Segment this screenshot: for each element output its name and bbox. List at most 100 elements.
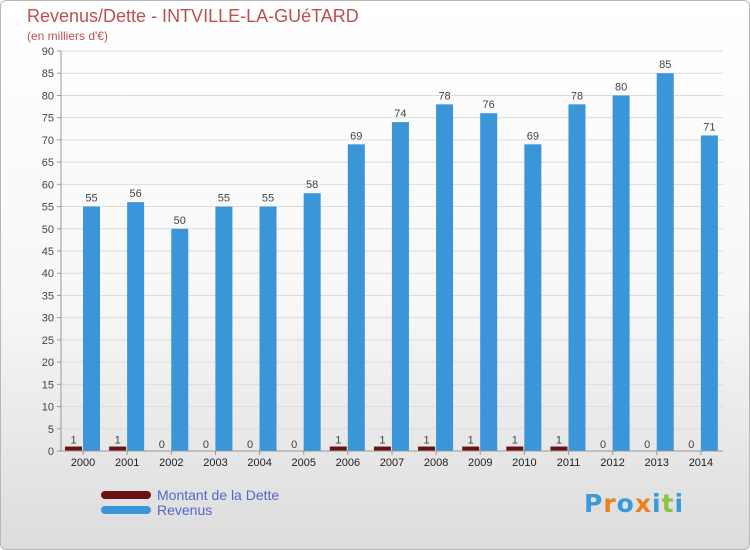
y-tick-label: 40 bbox=[42, 268, 54, 280]
logo-letter: r bbox=[603, 489, 617, 518]
y-tick-label: 70 bbox=[42, 135, 54, 147]
proxiti-logo: Proxiti bbox=[584, 489, 684, 518]
x-tick-label: 2002 bbox=[159, 457, 183, 469]
x-tick-label: 2006 bbox=[336, 457, 360, 469]
bar-revenus bbox=[436, 104, 454, 451]
data-label-revenus: 50 bbox=[174, 215, 186, 227]
data-label-revenus: 69 bbox=[527, 130, 539, 142]
bar-revenus bbox=[612, 95, 630, 451]
bar-dette bbox=[462, 446, 480, 451]
y-tick-label: 80 bbox=[42, 90, 54, 102]
data-label-revenus: 78 bbox=[571, 90, 583, 102]
bar-dette bbox=[418, 446, 436, 451]
x-tick-label: 2008 bbox=[424, 457, 448, 469]
logo-letter: o bbox=[616, 489, 635, 518]
bar-revenus bbox=[83, 206, 100, 451]
y-tick-label: 10 bbox=[42, 402, 54, 414]
bar-dette bbox=[373, 446, 391, 451]
legend-label-dette: Montant de la Dette bbox=[157, 487, 280, 503]
y-tick-label: 60 bbox=[42, 179, 54, 191]
data-label-revenus: 58 bbox=[306, 179, 318, 191]
logo-letter: i bbox=[652, 489, 662, 518]
y-tick-label: 35 bbox=[42, 290, 54, 302]
x-axis: 2000 2001 2002 2003 2004 2005 2006 2007 2008 2009… bbox=[61, 450, 723, 469]
legend-label-revenus: Revenus bbox=[157, 502, 213, 518]
y-tick-label: 15 bbox=[42, 379, 54, 391]
x-tick-label: 2001 bbox=[115, 457, 139, 469]
bar-revenus bbox=[700, 135, 718, 451]
data-label-revenus: 55 bbox=[218, 193, 230, 205]
bar-revenus bbox=[215, 206, 233, 451]
x-tick-label: 2014 bbox=[689, 457, 713, 469]
bar-dette bbox=[65, 446, 82, 451]
y-tick-label: 0 bbox=[48, 446, 54, 458]
y-tick-label: 65 bbox=[42, 157, 54, 169]
data-label-dette: 1 bbox=[379, 435, 385, 447]
logo-letter: i bbox=[674, 489, 685, 518]
data-label-revenus: 56 bbox=[130, 188, 142, 200]
data-label-revenus: 55 bbox=[85, 193, 97, 205]
bar-revenus bbox=[303, 193, 321, 451]
x-tick-label: 2011 bbox=[557, 457, 581, 469]
bar-revenus bbox=[656, 73, 674, 451]
data-label-dette: 1 bbox=[70, 435, 76, 447]
data-label-dette: 0 bbox=[688, 439, 694, 451]
logo-letter: x bbox=[634, 489, 652, 518]
y-tick-label: 55 bbox=[42, 202, 54, 214]
x-tick-label: 2013 bbox=[645, 457, 669, 469]
data-label-dette: 0 bbox=[159, 439, 165, 451]
data-label-dette: 0 bbox=[291, 439, 297, 451]
chart-title: Revenus/Dette - INTVILLE-LA-GUéTARD bbox=[27, 6, 359, 26]
chart-subtitle: (en milliers d'€) bbox=[27, 29, 108, 43]
y-tick-label: 5 bbox=[48, 424, 54, 436]
data-label-dette: 0 bbox=[247, 439, 253, 451]
bar-dette bbox=[506, 446, 524, 451]
bar-revenus bbox=[127, 202, 145, 451]
bar-revenus bbox=[480, 113, 498, 451]
x-tick-label: 2004 bbox=[247, 457, 271, 469]
legend-swatch-dette bbox=[101, 491, 151, 499]
bar-revenus bbox=[259, 206, 277, 451]
y-tick-label: 25 bbox=[42, 335, 54, 347]
data-label-revenus: 78 bbox=[438, 90, 450, 102]
bars: 1 55 1 56 0 50 0 55 0 55 0 58 1 69 1 74 1 78 1 76 1 69 1 78 0 80 0… bbox=[65, 59, 718, 452]
y-tick-label: 75 bbox=[42, 113, 54, 125]
bar-dette bbox=[550, 446, 568, 451]
bar-revenus bbox=[171, 228, 189, 451]
y-tick-label: 90 bbox=[42, 46, 54, 58]
data-label-revenus: 76 bbox=[483, 99, 495, 111]
y-axis: 0 5 10 15 20 25 30 35 40 45 50 55 60 65 70 75 80 85 90 bbox=[42, 46, 62, 458]
data-label-dette: 0 bbox=[203, 439, 209, 451]
data-label-dette: 1 bbox=[424, 435, 430, 447]
data-label-dette: 1 bbox=[512, 435, 518, 447]
logo-letter: t bbox=[661, 489, 675, 518]
data-label-dette: 1 bbox=[468, 435, 474, 447]
bar-revenus bbox=[391, 122, 409, 451]
y-tick-label: 85 bbox=[42, 68, 54, 80]
x-tick-label: 2005 bbox=[291, 457, 315, 469]
x-tick-label: 2003 bbox=[203, 457, 227, 469]
bar-revenus bbox=[347, 144, 365, 452]
x-tick-label: 2007 bbox=[380, 457, 404, 469]
data-label-dette: 1 bbox=[115, 435, 121, 447]
y-tick-label: 50 bbox=[42, 224, 54, 236]
logo-letter: P bbox=[584, 489, 604, 518]
data-label-dette: 1 bbox=[335, 435, 341, 447]
data-label-dette: 0 bbox=[644, 439, 650, 451]
data-label-dette: 1 bbox=[556, 435, 562, 447]
data-label-revenus: 55 bbox=[262, 193, 274, 205]
data-label-revenus: 80 bbox=[615, 81, 627, 93]
x-tick-label: 2012 bbox=[600, 457, 624, 469]
bar-revenus bbox=[568, 104, 586, 451]
bar-revenus bbox=[524, 144, 542, 452]
x-tick-label: 2009 bbox=[468, 457, 492, 469]
x-tick-label: 2010 bbox=[512, 457, 536, 469]
bar-dette bbox=[109, 446, 127, 451]
legend-swatch-revenus bbox=[101, 506, 151, 514]
y-tick-label: 30 bbox=[42, 313, 54, 325]
bar-dette bbox=[329, 446, 347, 451]
data-label-revenus: 74 bbox=[394, 108, 406, 120]
data-label-revenus: 71 bbox=[703, 121, 715, 133]
